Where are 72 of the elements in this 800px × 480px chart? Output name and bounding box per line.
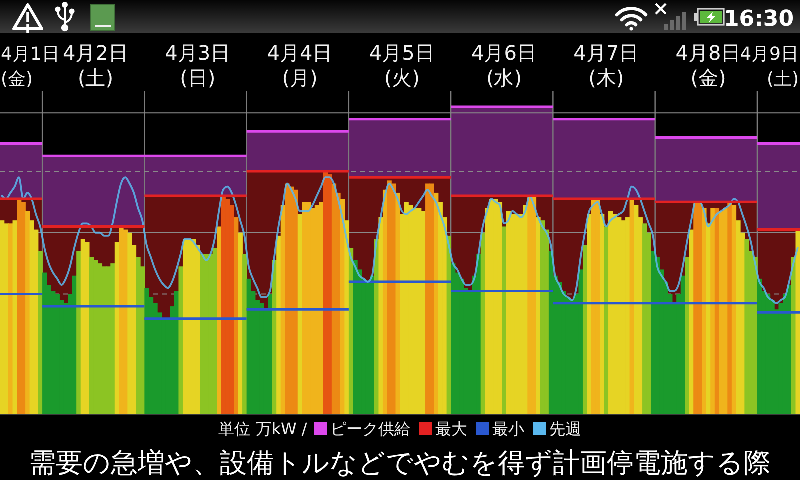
legend-label: 最小 <box>492 420 524 438</box>
bar <box>276 236 282 414</box>
bar <box>694 202 698 414</box>
bar <box>242 254 248 414</box>
bar <box>136 257 141 414</box>
bar <box>370 276 375 414</box>
bar <box>285 184 290 414</box>
bar <box>76 251 82 414</box>
bar <box>528 196 532 414</box>
bar <box>587 214 592 414</box>
x-tick-label: 4月5日 (火) <box>369 41 435 90</box>
bar <box>268 294 273 414</box>
x-tick-label: 4月4日 (月) <box>267 41 333 90</box>
bar <box>728 202 732 414</box>
bar <box>600 214 605 414</box>
bar <box>17 199 22 414</box>
text: 4月9日 (土) <box>740 44 799 90</box>
bar <box>200 254 205 414</box>
bar <box>626 218 630 414</box>
legend-label: 最大 <box>435 420 468 438</box>
x-tick-label: 4月7日 (木) <box>574 41 640 90</box>
text: 4月1日 (金) <box>1 44 60 90</box>
bar <box>685 257 690 414</box>
bar <box>736 220 741 414</box>
bar <box>608 211 614 414</box>
bar <box>744 239 750 414</box>
bar <box>396 192 400 414</box>
legend-label: 先週 <box>549 420 582 438</box>
bar <box>302 202 307 414</box>
bar <box>426 184 430 414</box>
bar <box>502 226 507 414</box>
bar <box>434 192 439 414</box>
bar <box>8 224 14 414</box>
bar <box>796 230 800 414</box>
bar <box>378 218 384 414</box>
bar <box>294 190 298 414</box>
bar <box>353 260 358 414</box>
bar <box>319 202 324 414</box>
bar <box>328 174 332 414</box>
bar <box>578 270 584 414</box>
bar <box>144 288 150 414</box>
bar <box>110 264 116 414</box>
bar <box>719 211 724 414</box>
bar <box>634 205 639 414</box>
bar <box>536 218 541 414</box>
bar <box>451 264 456 414</box>
bar <box>128 232 132 414</box>
legend-label: ピーク供給 <box>330 420 410 438</box>
bar <box>651 251 656 414</box>
bar <box>596 199 600 414</box>
x-tick-label: 4月6日 (水) <box>472 41 537 90</box>
text: 16:30 <box>724 7 794 32</box>
bar <box>387 180 392 414</box>
bar <box>642 224 648 414</box>
x-tick-label: 4月2日 (土) <box>63 41 128 90</box>
text: 単位 万kW / <box>218 420 308 438</box>
bar <box>710 208 716 414</box>
bar <box>476 254 482 414</box>
bar <box>234 218 239 414</box>
bar <box>217 226 222 414</box>
x-tick-label: 4月8日 (金) <box>676 41 742 90</box>
bar <box>119 226 124 414</box>
text: 需要の急増や、設備トルなどでやむを得ず計画停電施する際 <box>29 448 771 479</box>
bar <box>26 211 30 414</box>
bar <box>702 208 707 414</box>
bar <box>344 220 350 414</box>
bar <box>42 272 48 414</box>
bar <box>787 285 792 414</box>
bar <box>85 242 90 414</box>
bar <box>0 220 5 414</box>
x-tick-label: 4月3日 (日) <box>165 41 231 90</box>
bar <box>178 266 184 414</box>
